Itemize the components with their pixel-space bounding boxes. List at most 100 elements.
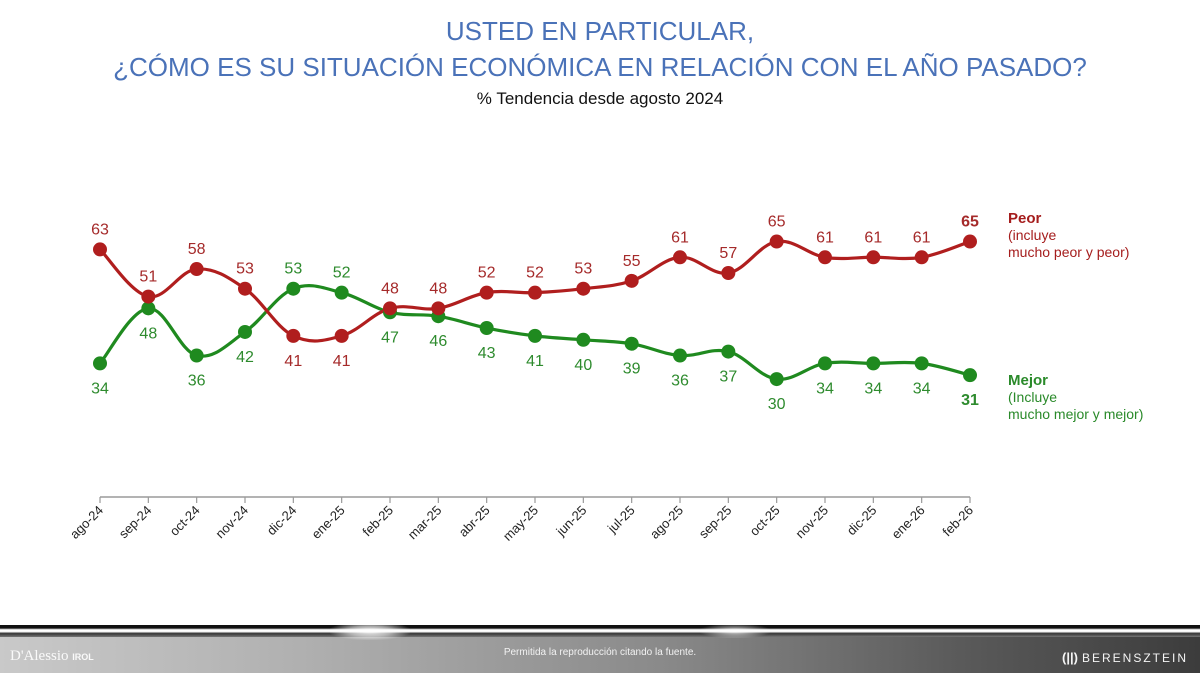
label-peor: 61	[671, 229, 689, 246]
point-peor	[528, 285, 542, 300]
label-mejor: 46	[429, 333, 447, 350]
label-peor: 41	[333, 353, 351, 370]
series-points	[93, 234, 977, 387]
label-mejor: 39	[623, 361, 641, 378]
label-mejor: 42	[236, 349, 254, 366]
point-mejor	[818, 356, 832, 371]
point-peor	[93, 242, 107, 257]
x-tick-label: jul-25	[604, 503, 638, 537]
label-peor: 48	[429, 280, 447, 297]
legend-peor-name: Peor	[1008, 210, 1042, 227]
legend-mejor-name: Mejor	[1008, 372, 1049, 389]
point-mejor	[721, 344, 736, 359]
point-peor	[189, 262, 204, 277]
x-tick-label: nov-24	[212, 503, 251, 542]
x-tick-label: oct-24	[167, 503, 203, 539]
point-peor	[383, 301, 397, 316]
label-peor: 53	[236, 261, 254, 278]
point-peor	[286, 328, 301, 343]
label-peor: 65	[768, 214, 786, 231]
x-tick-label: ago-25	[647, 503, 686, 542]
point-peor	[431, 301, 446, 316]
x-tick-label: nov-25	[792, 503, 831, 542]
point-mejor	[914, 356, 929, 371]
label-peor: 52	[478, 265, 496, 282]
label-peor: 58	[188, 241, 206, 258]
legend-mejor-note2: mucho mejor y mejor)	[1008, 406, 1144, 422]
label-mejor: 31	[961, 392, 979, 409]
label-peor: 61	[913, 229, 931, 246]
berensztein-logo-icon: (||)	[1062, 650, 1078, 665]
point-mejor	[528, 328, 542, 343]
label-mejor: 36	[671, 373, 689, 390]
x-tick-label: may-25	[500, 503, 541, 544]
x-tick-label: sep-24	[116, 503, 155, 542]
point-peor	[624, 273, 639, 288]
footer-note: Permitida la reproducción citando la fue…	[503, 647, 697, 658]
x-tick-label: ago-24	[67, 503, 106, 542]
point-peor	[866, 250, 881, 265]
point-mejor	[334, 285, 349, 300]
legend-peor-note1: (incluye	[1008, 227, 1057, 243]
footer-divider	[0, 625, 1200, 637]
point-mejor	[141, 301, 156, 316]
x-tick-label: oct-25	[747, 503, 783, 539]
point-peor	[721, 265, 736, 280]
point-peor	[238, 281, 252, 296]
x-tick-label: dic-25	[844, 503, 880, 539]
legend-mejor: Mejor (Incluye mucho mejor y mejor)	[1008, 372, 1143, 423]
x-tick-label: ene-26	[889, 503, 928, 542]
dalessio-logo: D'Alessio IROL	[10, 648, 94, 665]
point-peor	[914, 250, 929, 265]
label-peor: 51	[139, 269, 157, 286]
legend-peor: Peor (incluye mucho peor y peor)	[1008, 210, 1129, 261]
point-peor	[963, 234, 977, 249]
label-mejor: 53	[284, 261, 302, 278]
label-mejor: 34	[913, 380, 931, 397]
point-mejor	[189, 348, 204, 363]
point-peor	[818, 250, 832, 265]
label-mejor: 30	[768, 396, 786, 413]
chart-title-line1: USTED EN PARTICULAR,	[445, 16, 755, 46]
label-peor: 57	[719, 245, 737, 262]
point-mejor	[93, 356, 107, 371]
label-peor: 61	[816, 229, 834, 246]
point-peor	[141, 289, 156, 304]
footer-light-flare	[700, 624, 770, 638]
legend-mejor-note1: (Incluye	[1008, 389, 1058, 405]
x-tick-label: jun-25	[553, 503, 590, 540]
label-mejor: 34	[816, 380, 834, 397]
x-axis: ago-24 sep-24 oct-24 nov-24 dic-24 ene-25 feb-…	[67, 496, 976, 544]
x-tick-label: dic-24	[264, 503, 300, 539]
point-peor	[576, 281, 591, 296]
berensztein-logo-text: BERENSZTEIN	[1081, 650, 1188, 665]
label-mejor: 34	[864, 380, 882, 397]
label-mejor: 37	[719, 369, 737, 386]
point-mejor	[238, 324, 252, 339]
label-peor: 63	[91, 221, 109, 238]
label-peor: 52	[526, 265, 544, 282]
point-mejor	[479, 321, 494, 336]
label-mejor: 43	[478, 345, 496, 362]
point-mejor	[576, 332, 591, 347]
point-mejor	[624, 336, 639, 351]
x-tick-label: feb-26	[939, 503, 976, 540]
label-mejor: 36	[188, 373, 206, 390]
label-peor: 41	[284, 353, 302, 370]
label-peor: 53	[574, 261, 592, 278]
label-peor: 61	[864, 229, 882, 246]
x-tick-label: abr-25	[456, 503, 493, 540]
label-peor: 55	[623, 253, 641, 270]
data-labels: 63 51 58 53 41 41 48 48 52 52 53 55 61 57 65 61 61 61 65 34…	[91, 214, 979, 414]
point-peor	[334, 328, 349, 343]
x-tick-label: mar-25	[405, 503, 445, 543]
footer-light-flare	[330, 622, 410, 640]
point-mejor	[673, 348, 687, 363]
berensztein-logo: (||) BERENSZTEIN	[1062, 650, 1188, 665]
label-peor: 65	[961, 214, 979, 231]
label-mejor: 34	[91, 380, 109, 397]
label-mejor: 47	[381, 329, 399, 346]
dalessio-logo-sub: IROL	[72, 652, 94, 662]
x-tick-label: ene-25	[309, 503, 348, 542]
chart-title-line2: ¿CÓMO ES SU SITUACIÓN ECONÓMICA EN RELAC…	[113, 52, 1087, 82]
